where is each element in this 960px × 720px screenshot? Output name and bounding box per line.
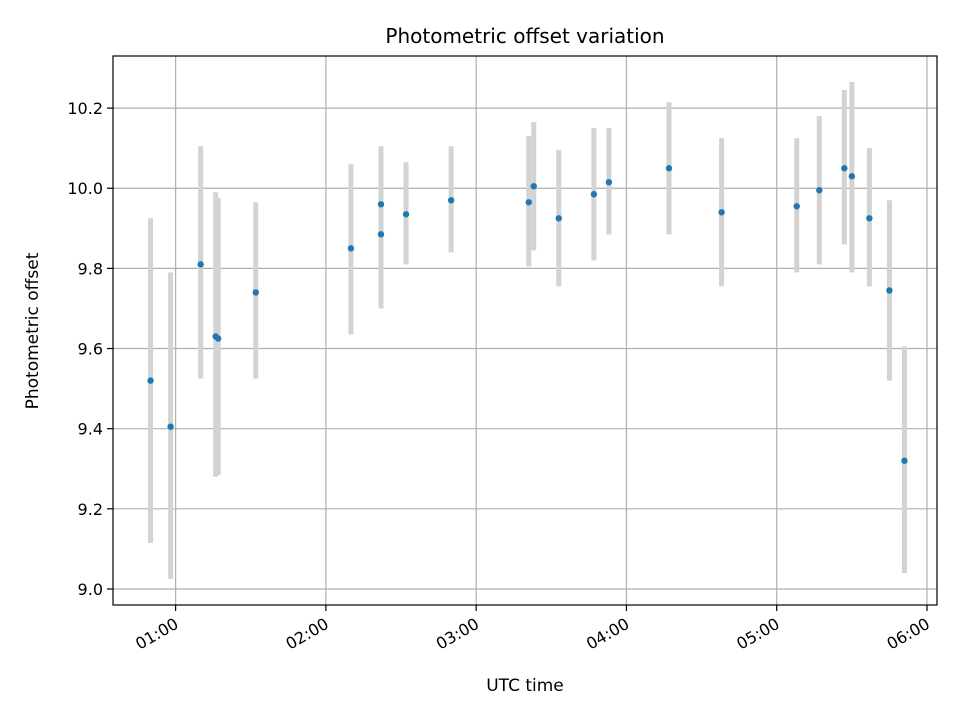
data-point: [147, 377, 154, 384]
data-point: [252, 289, 259, 296]
data-point: [793, 203, 800, 210]
data-point: [718, 209, 725, 216]
y-tick-label: 9.0: [78, 580, 103, 599]
data-point: [605, 179, 613, 186]
y-tick-label: 9.8: [78, 259, 103, 278]
data-points: [147, 165, 908, 464]
data-point: [214, 335, 222, 342]
data-point: [377, 231, 385, 238]
data-point: [866, 215, 873, 222]
data-point: [555, 215, 563, 222]
data-point: [901, 457, 908, 464]
y-axis-label: Photometric offset: [23, 252, 43, 409]
y-axis-ticks: 9.0 9.2 9.4 9.6 9.8 10.0 10.2: [67, 99, 113, 599]
chart-title: Photometric offset variation: [385, 24, 664, 48]
data-point: [167, 423, 174, 430]
y-tick-label: 10.2: [67, 99, 103, 118]
data-point: [665, 165, 673, 172]
y-tick-label: 9.6: [78, 340, 103, 359]
data-point: [841, 165, 848, 172]
x-axis-label: UTC time: [486, 676, 564, 696]
data-point: [347, 245, 355, 252]
y-tick-label: 10.0: [67, 179, 103, 198]
data-point: [816, 187, 823, 194]
y-tick-label: 9.2: [78, 500, 103, 519]
data-point: [447, 197, 455, 204]
plot-frame: [112, 55, 938, 606]
data-point: [530, 183, 537, 190]
data-point: [848, 173, 856, 180]
y-tick-label: 9.4: [78, 420, 103, 439]
data-point: [886, 287, 893, 294]
data-point: [402, 211, 410, 218]
data-point: [525, 199, 532, 206]
data-point: [377, 201, 385, 208]
data-point: [197, 261, 204, 268]
data-point: [590, 191, 598, 198]
grid: [113, 56, 937, 605]
